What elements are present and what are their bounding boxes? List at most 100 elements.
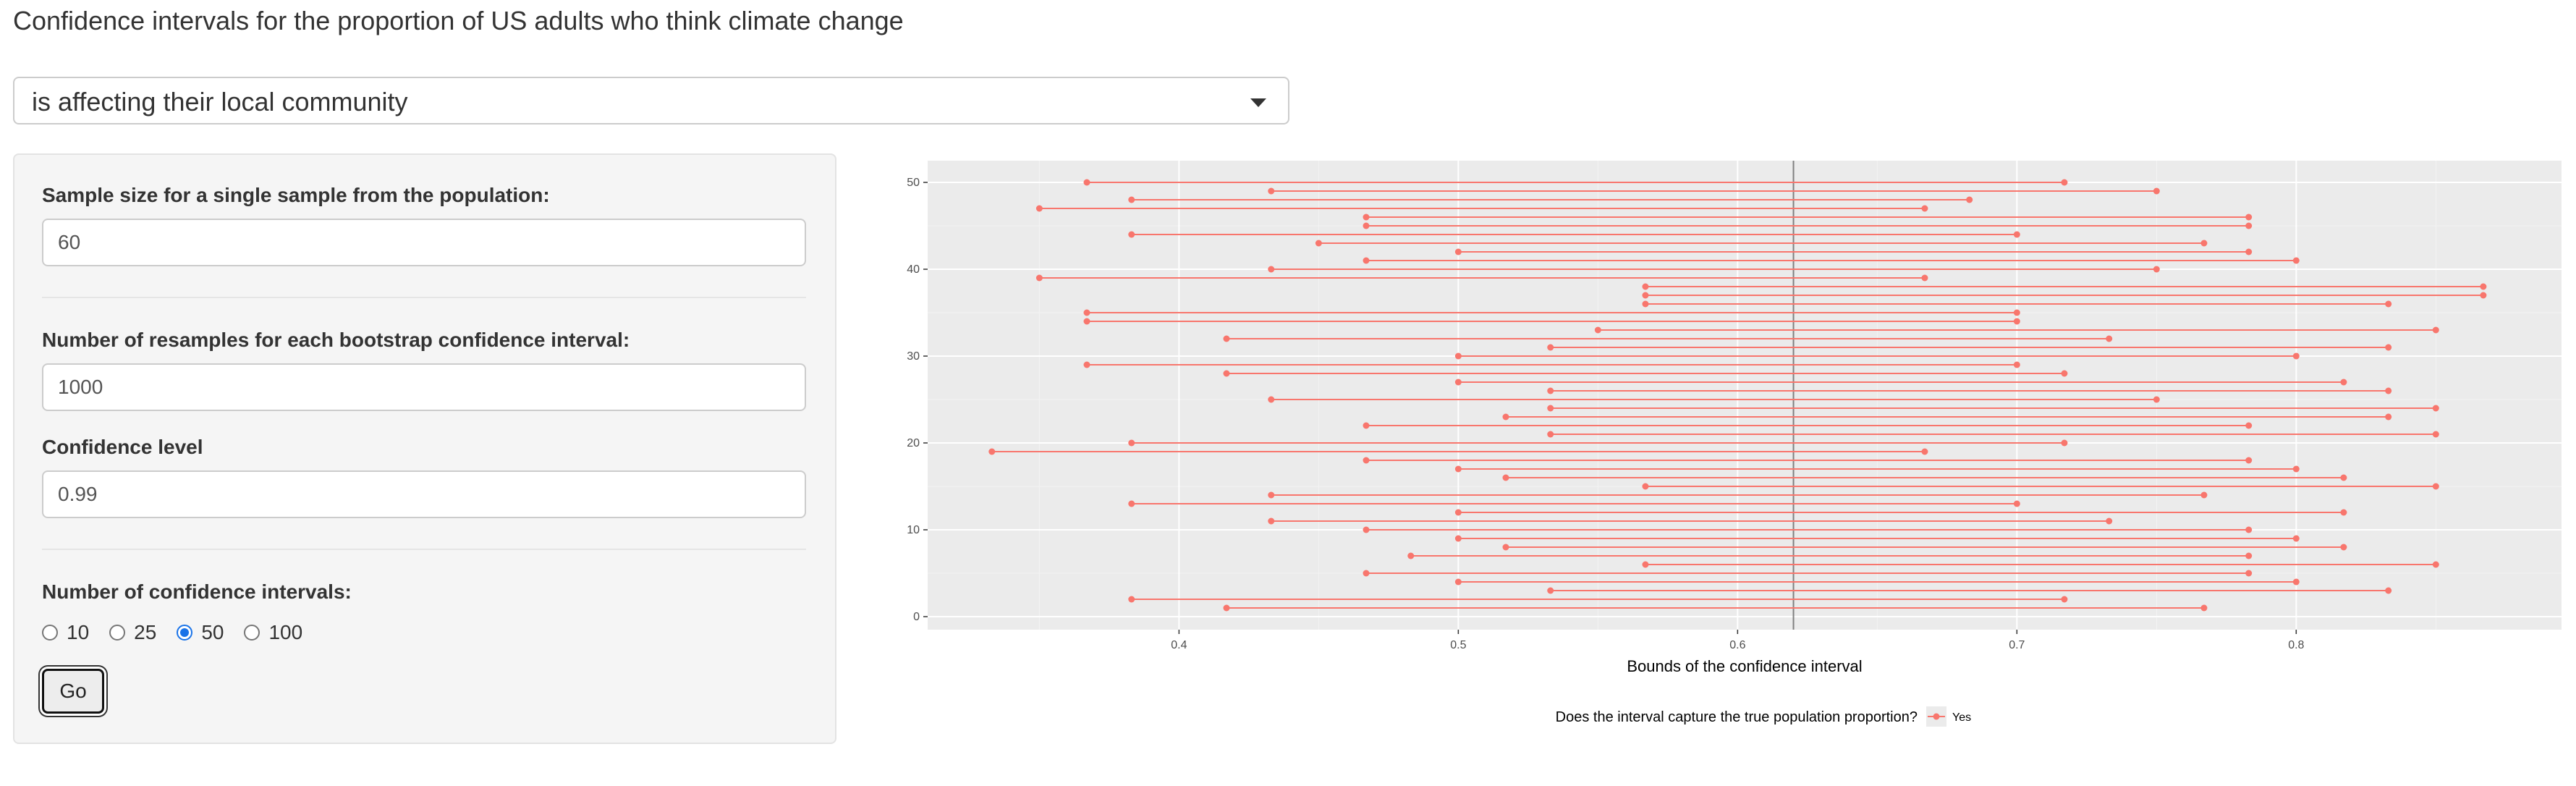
interval-upper-point	[2292, 465, 2300, 473]
interval-lower-point	[1547, 387, 1554, 394]
interval-lower-point	[1083, 361, 1090, 368]
interval-upper-point	[2340, 474, 2347, 481]
interval-lower-point	[1547, 344, 1554, 351]
interval-lower-point	[1642, 292, 1649, 299]
interval-upper-point	[1921, 274, 1928, 282]
y-tick-label: 0	[913, 611, 920, 623]
num-intervals-option-50[interactable]: 50	[177, 621, 224, 644]
radio-circle-icon[interactable]	[42, 625, 58, 641]
interval-lower-point	[1454, 535, 1462, 542]
interval-upper-point	[2292, 535, 2300, 542]
num-intervals-option-25[interactable]: 25	[109, 621, 156, 644]
interval-lower-point	[1363, 422, 1370, 429]
interval-upper-point	[2013, 318, 2020, 325]
interval-upper-point	[2013, 231, 2020, 238]
num-intervals-option-10[interactable]: 10	[42, 621, 89, 644]
interval-upper-point	[2480, 292, 2487, 299]
interval-lower-point	[1454, 379, 1462, 386]
legend-key-point	[1933, 713, 1940, 720]
interval-upper-point	[2106, 517, 2113, 525]
panel-background	[928, 161, 2562, 630]
interval-upper-point	[2340, 379, 2347, 386]
resamples-input[interactable]	[42, 363, 806, 411]
radio-option-label: 25	[134, 621, 157, 643]
interval-upper-point	[2153, 266, 2160, 273]
interval-upper-point	[2013, 500, 2020, 507]
interval-upper-point	[2245, 222, 2253, 229]
interval-lower-point	[1268, 396, 1275, 403]
interval-upper-point	[2432, 483, 2439, 490]
radio-option-label: 100	[268, 621, 303, 643]
interval-lower-point	[1502, 544, 1509, 551]
x-tick-label: 0.5	[1450, 639, 1466, 651]
interval-lower-point	[1268, 266, 1275, 273]
x-tick-label: 0.8	[2288, 639, 2304, 651]
radio-option-label: 10	[67, 621, 90, 643]
question-select-value: is affecting their local community	[32, 87, 408, 117]
legend-title: Does the interval capture the true popul…	[1556, 709, 1918, 725]
interval-upper-point	[2245, 526, 2253, 533]
interval-upper-point	[2013, 361, 2020, 368]
interval-upper-point	[2385, 344, 2392, 351]
confidence-level-input[interactable]	[42, 470, 806, 518]
interval-lower-point	[1035, 205, 1043, 212]
page-title: Confidence intervals for the proportion …	[13, 6, 904, 35]
interval-lower-point	[1268, 187, 1275, 195]
interval-lower-point	[1128, 596, 1135, 603]
interval-upper-point	[2200, 491, 2208, 499]
interval-lower-point	[1268, 491, 1275, 499]
sidebar-panel: Sample size for a single sample from the…	[13, 153, 836, 744]
interval-upper-point	[2340, 509, 2347, 516]
x-tick-label: 0.6	[1729, 639, 1745, 651]
sample-size-input[interactable]	[42, 219, 806, 266]
y-tick-label: 40	[907, 263, 920, 276]
interval-lower-point	[1454, 509, 1462, 516]
plot-legend: Does the interval capture the true popul…	[1556, 706, 1971, 727]
num-intervals-option-100[interactable]: 100	[244, 621, 302, 644]
x-tick-label: 0.7	[2009, 639, 2025, 651]
interval-upper-point	[2061, 179, 2068, 186]
radio-circle-icon[interactable]	[244, 625, 260, 641]
go-button[interactable]: Go	[42, 669, 104, 714]
interval-lower-point	[1363, 457, 1370, 464]
y-tick-label: 20	[907, 437, 920, 449]
interval-upper-point	[2245, 422, 2253, 429]
legend-entry-yes: Yes	[1952, 711, 1971, 724]
interval-lower-point	[1363, 257, 1370, 264]
x-axis-title: Bounds of the confidence interval	[1627, 657, 1862, 675]
divider	[42, 549, 806, 550]
question-select[interactable]: is affecting their local community	[13, 77, 1289, 124]
radio-circle-icon[interactable]	[177, 625, 193, 641]
interval-upper-point	[2385, 387, 2392, 394]
interval-upper-point	[2432, 431, 2439, 438]
num-intervals-radio-group: 10 25 50 100	[42, 618, 323, 647]
interval-upper-point	[2013, 309, 2020, 316]
interval-upper-point	[2292, 352, 2300, 360]
interval-upper-point	[2292, 578, 2300, 586]
interval-upper-point	[2480, 283, 2487, 290]
radio-option-label: 50	[201, 621, 224, 643]
confidence-interval-chart: 0.4 0.5 0.6 0.7 0.8 0 10 20 30 40 50 Bounds of the …	[907, 161, 2562, 727]
radio-circle-icon[interactable]	[109, 625, 126, 641]
interval-upper-point	[2245, 214, 2253, 221]
interval-lower-point	[1547, 431, 1554, 438]
interval-lower-point	[1315, 240, 1322, 247]
interval-lower-point	[1223, 335, 1230, 342]
interval-lower-point	[1363, 570, 1370, 577]
interval-lower-point	[1642, 283, 1649, 290]
interval-upper-point	[2292, 257, 2300, 264]
interval-lower-point	[1223, 370, 1230, 377]
interval-lower-point	[1128, 439, 1135, 447]
interval-upper-point	[2340, 544, 2347, 551]
interval-upper-point	[2432, 561, 2439, 568]
interval-upper-point	[1921, 448, 1928, 455]
y-tick-label: 50	[907, 177, 920, 189]
interval-upper-point	[2153, 187, 2160, 195]
resamples-label: Number of resamples for each bootstrap c…	[42, 329, 630, 351]
interval-upper-point	[2245, 570, 2253, 577]
interval-lower-point	[1642, 561, 1649, 568]
interval-upper-point	[2106, 335, 2113, 342]
interval-upper-point	[2245, 248, 2253, 255]
plot-panel	[928, 161, 2562, 630]
interval-lower-point	[1502, 474, 1509, 481]
